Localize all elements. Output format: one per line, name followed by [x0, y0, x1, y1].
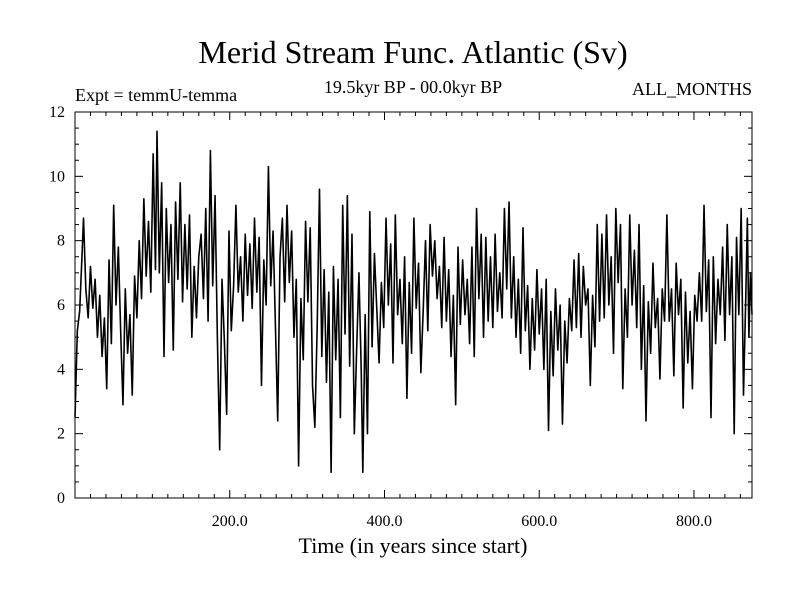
months-label: ALL_MONTHS — [632, 79, 752, 99]
plot-frame — [74, 111, 753, 499]
y-tick-label: 2 — [57, 426, 65, 443]
y-tick-label: 10 — [49, 168, 65, 185]
y-tick-label: 4 — [57, 361, 65, 378]
y-tick-label: 8 — [57, 233, 65, 250]
axis-ticks: 200.0 400.0 600.0 800.0 0 2 4 6 8 10 12 — [49, 104, 752, 530]
y-tick-label: 0 — [57, 490, 65, 507]
chart-subtitle: 19.5kyr BP - 00.0kyr BP — [324, 77, 502, 97]
x-tick-label: 400.0 — [366, 513, 402, 530]
x-tick-label: 200.0 — [212, 513, 248, 530]
experiment-label: Expt = temmU-temma — [75, 85, 237, 105]
x-tick-label: 600.0 — [521, 513, 557, 530]
y-tick-label: 12 — [49, 104, 65, 121]
series-layer — [74, 130, 753, 474]
x-tick-label: 800.0 — [676, 513, 712, 530]
y-tick-label: 6 — [57, 297, 65, 314]
series-line — [74, 130, 753, 474]
chart-title: Merid Stream Func. Atlantic (Sv) — [198, 34, 627, 70]
x-axis-label: Time (in years since start) — [299, 533, 528, 558]
